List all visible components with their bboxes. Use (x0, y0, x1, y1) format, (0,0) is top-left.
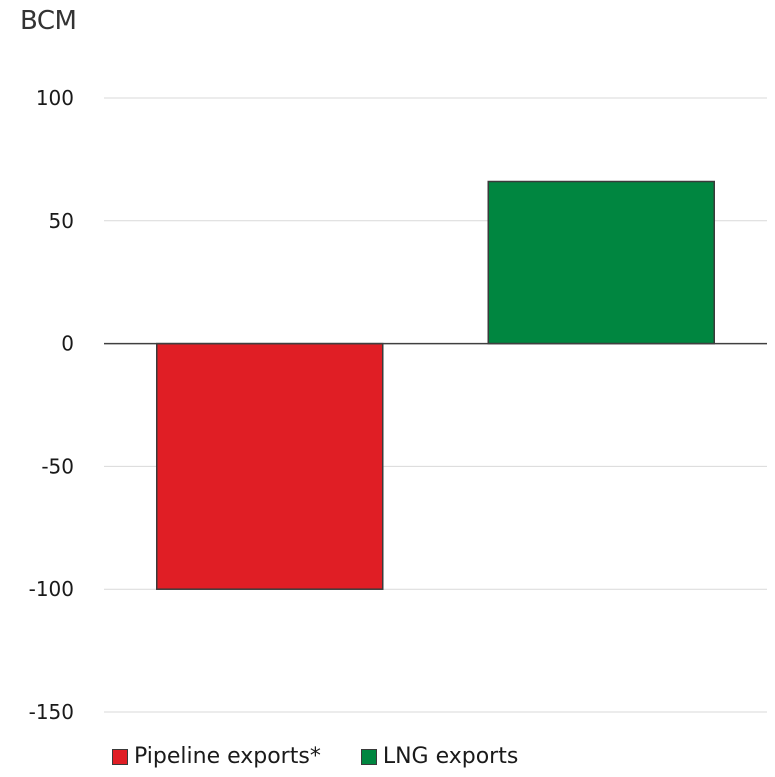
legend: Pipeline exports* LNG exports (112, 744, 558, 769)
y-tick-label: -100 (29, 577, 74, 601)
y-tick-label: -150 (29, 700, 74, 724)
y-tick-label: 100 (36, 86, 74, 110)
legend-label-lng: LNG exports (382, 744, 519, 769)
legend-item-pipeline: Pipeline exports* (112, 744, 321, 769)
bar-lng-exports (487, 180, 715, 345)
legend-swatch-pipeline (112, 748, 128, 765)
bar-chart: 100 50 0 -50 -100 -150 (29, 86, 767, 724)
y-axis-unit-label: BCM (20, 6, 77, 36)
legend-label-pipeline: Pipeline exports* (134, 744, 321, 769)
legend-item-lng: LNG exports (360, 744, 519, 769)
y-tick-label: 0 (61, 332, 74, 356)
y-tick-label: -50 (41, 454, 74, 478)
legend-swatch-lng (360, 748, 377, 765)
y-tick-label: 50 (49, 209, 74, 233)
bar-pipeline-exports (156, 342, 384, 590)
